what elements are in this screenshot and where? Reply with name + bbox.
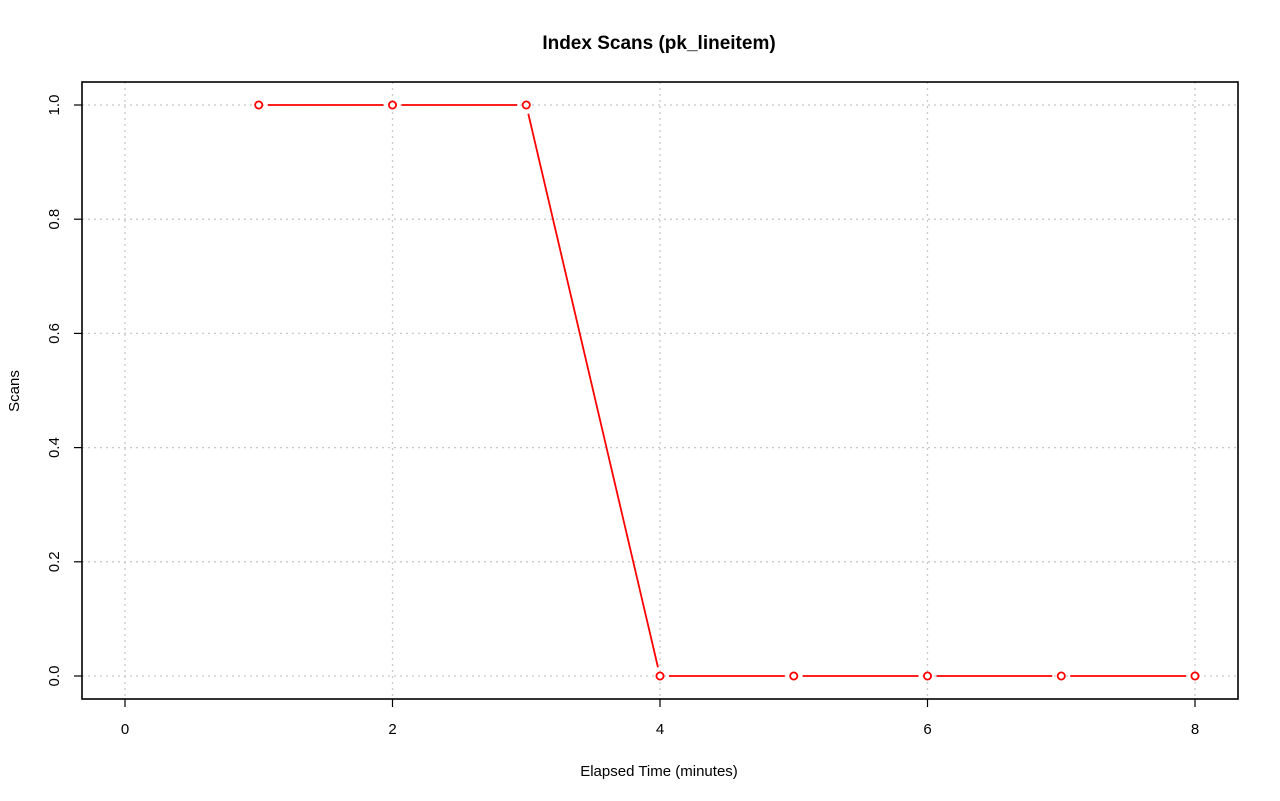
- x-tick-label: 4: [656, 721, 664, 738]
- x-tick-label: 6: [923, 721, 931, 738]
- chart-title: Index Scans (pk_lineitem): [542, 33, 775, 54]
- y-tick-label: 0.0: [46, 666, 63, 687]
- x-tick-label: 0: [121, 721, 129, 738]
- data-point: [1056, 671, 1066, 681]
- y-tick-label: 0.6: [46, 323, 63, 344]
- y-tick-label: 0.4: [46, 437, 63, 458]
- series-layer: [254, 100, 1200, 681]
- y-tick-label: 0.8: [46, 209, 63, 230]
- x-axis: 0 2 4 6 8: [121, 699, 1199, 738]
- grid: [82, 82, 1238, 699]
- x-tick-label: 2: [388, 721, 396, 738]
- data-point: [789, 671, 799, 681]
- data-point: [923, 671, 933, 681]
- plot-frame: [81, 81, 1239, 700]
- y-tick-label: 0.2: [46, 551, 63, 572]
- data-point: [521, 100, 531, 110]
- y-tick-label: 1.0: [46, 95, 63, 116]
- series-line-segment: [527, 113, 659, 668]
- x-tick-label: 8: [1191, 721, 1199, 738]
- x-axis-label: Elapsed Time (minutes): [580, 763, 738, 780]
- y-axis: 0.0 0.2 0.4 0.6 0.8 1.0: [46, 95, 82, 687]
- data-point: [254, 100, 264, 110]
- data-point: [655, 671, 665, 681]
- data-point: [1190, 671, 1200, 681]
- data-point: [387, 100, 397, 110]
- y-axis-label: Scans: [6, 370, 23, 412]
